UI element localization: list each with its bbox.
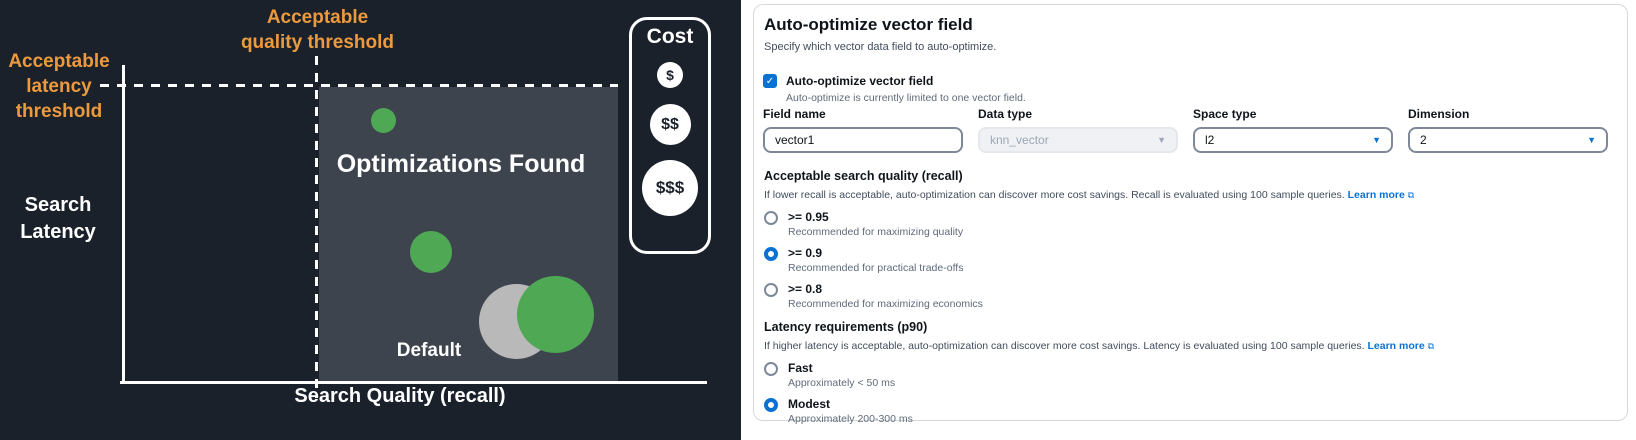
x-axis-line <box>120 381 707 384</box>
radio-button[interactable] <box>764 362 778 376</box>
space-type-label: Space type <box>1193 107 1257 121</box>
dimension-label: Dimension <box>1408 107 1470 121</box>
latency-quality-diagram: Acceptable quality threshold Acceptable … <box>0 0 741 440</box>
cost-high-icon: $$$ <box>642 160 698 216</box>
quality-option-08[interactable]: >= 0.8 Recommended for maximizing econom… <box>764 282 1414 310</box>
data-type-select: knn_vector ▼ <box>978 127 1178 153</box>
data-type-label: Data type <box>978 107 1033 121</box>
latency-option-modest[interactable]: Modest Approximately 200-300 ms <box>764 397 1434 425</box>
radio-button[interactable] <box>764 398 778 412</box>
dimension-select[interactable]: 2 ▼ <box>1408 127 1608 153</box>
external-link-icon: ⧉ <box>1407 190 1415 200</box>
latency-requirements-section: Latency requirements (p90) If higher lat… <box>764 320 1434 433</box>
dimension-value: 2 <box>1420 133 1427 147</box>
cost-low-icon: $ <box>657 62 683 88</box>
radio-button[interactable] <box>764 211 778 225</box>
quality-threshold-label: Acceptable quality threshold <box>240 7 395 53</box>
region-label: Optimizations Found <box>336 150 586 178</box>
page-title: Auto-optimize vector field <box>764 15 973 34</box>
quality-option-09[interactable]: >= 0.9 Recommended for practical trade-o… <box>764 246 1414 274</box>
caret-down-icon: ▼ <box>1372 135 1381 145</box>
space-type-select[interactable]: l2 ▼ <box>1193 127 1393 153</box>
latency-threshold-label: Acceptable latency threshold <box>8 51 110 122</box>
search-quality-section: Acceptable search quality (recall) If lo… <box>764 169 1414 318</box>
caret-down-icon: ▼ <box>1157 135 1166 145</box>
auto-optimize-card: Auto-optimize vector field Specify which… <box>753 4 1628 425</box>
bubble-optimized-small <box>371 108 396 133</box>
quality-learn-more-link[interactable]: Learn more <box>1347 189 1405 201</box>
bubble-optimized-medium <box>410 231 452 273</box>
latency-requirements-heading: Latency requirements (p90) <box>764 320 928 334</box>
cost-legend-title: Cost <box>646 25 694 48</box>
external-link-icon: ⧉ <box>1427 341 1435 351</box>
caret-down-icon: ▼ <box>1587 135 1596 145</box>
latency-option-fast[interactable]: Fast Approximately < 50 ms <box>764 361 1434 389</box>
latency-requirements-description: If higher latency is acceptable, auto-op… <box>764 340 1435 352</box>
vector-field-settings-row: Field name Data type knn_vector ▼ Space … <box>763 107 1608 153</box>
check-icon: ✓ <box>765 75 775 87</box>
latency-learn-more-link[interactable]: Learn more <box>1367 340 1425 352</box>
page-subtitle: Specify which vector data field to auto-… <box>764 41 997 53</box>
radio-button[interactable] <box>764 283 778 297</box>
cost-legend: Cost $ $$ $$$ <box>629 17 711 254</box>
search-quality-description: If lower recall is acceptable, auto-opti… <box>764 189 1415 201</box>
x-axis-label: Search Quality (recall) <box>294 385 506 407</box>
latency-threshold-dashed-line <box>100 84 618 87</box>
quality-threshold-dashed-line <box>315 56 318 398</box>
field-name-input[interactable] <box>775 133 951 147</box>
default-point-label: Default <box>396 340 462 361</box>
cost-medium-icon: $$ <box>649 104 691 145</box>
y-axis-line <box>122 65 125 384</box>
auto-optimize-checkbox-helper: Auto-optimize is currently limited to on… <box>786 92 1026 104</box>
search-quality-heading: Acceptable search quality (recall) <box>764 169 963 183</box>
bubble-optimized-large <box>517 276 594 353</box>
field-name-label: Field name <box>763 107 826 121</box>
auto-optimize-checkbox-label[interactable]: Auto-optimize vector field <box>786 74 934 88</box>
quality-option-095[interactable]: >= 0.95 Recommended for maximizing quali… <box>764 210 1414 238</box>
auto-optimize-checkbox[interactable]: ✓ <box>763 74 777 88</box>
radio-button[interactable] <box>764 247 778 261</box>
space-type-value: l2 <box>1205 133 1215 147</box>
y-axis-label: Search Latency <box>20 194 96 243</box>
data-type-value: knn_vector <box>990 133 1049 147</box>
